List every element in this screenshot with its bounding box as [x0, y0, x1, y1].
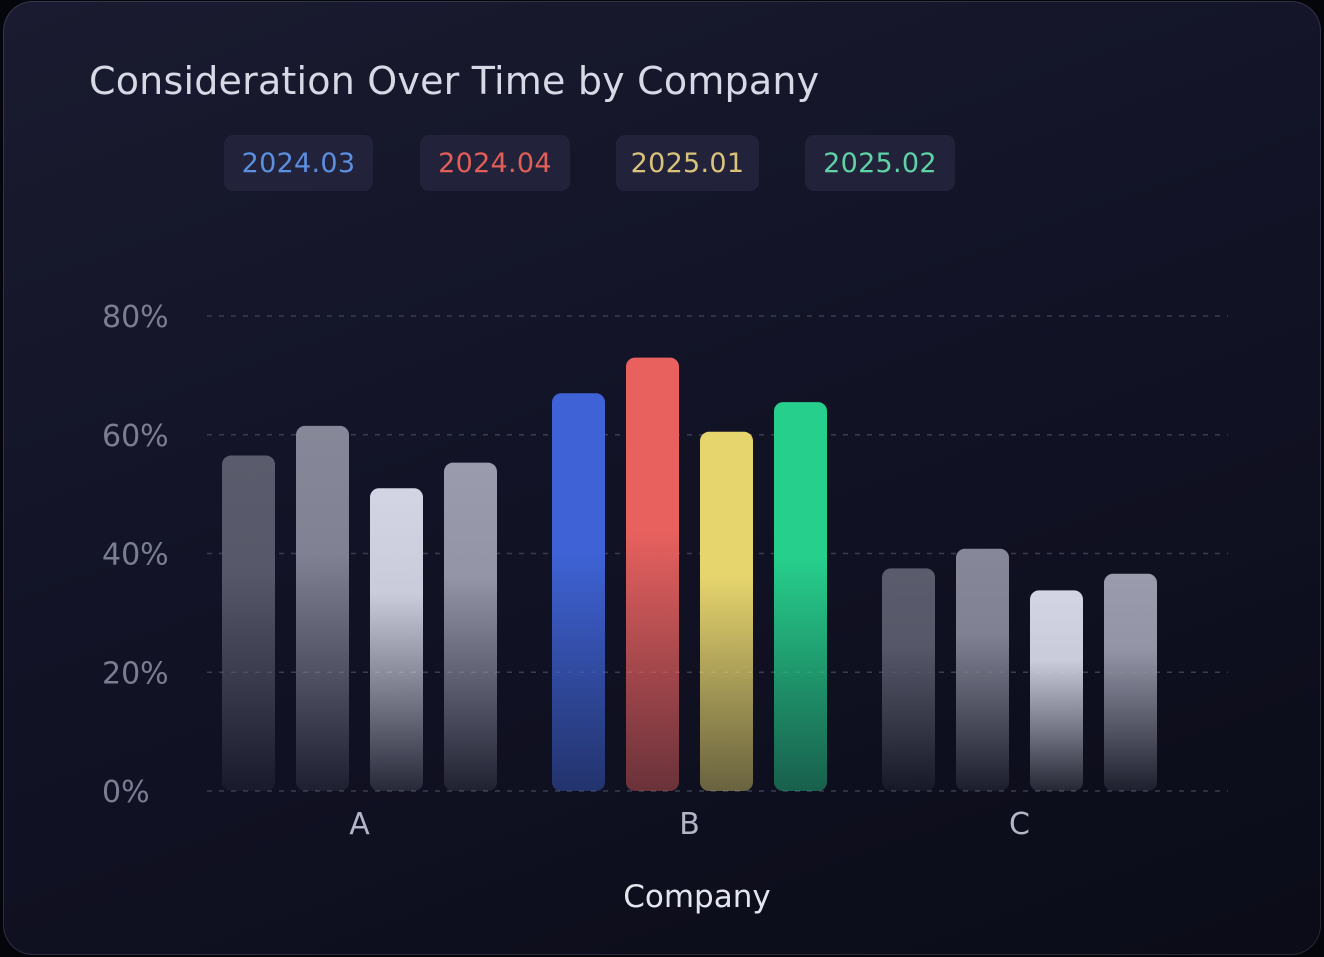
bars [222, 357, 1157, 791]
bar-c-2024-03[interactable] [882, 568, 935, 791]
legend-label-2025-01: 2025.01 [630, 147, 745, 179]
legend-label-2024-03: 2024.03 [241, 147, 356, 179]
y-axis: 0% 20% 40% 60% 80% [102, 300, 169, 810]
legend-item-2025-02[interactable]: 2025.02 [805, 135, 955, 191]
bar-c-2025-02[interactable] [1104, 573, 1157, 791]
chart-title: Consideration Over Time by Company [89, 59, 820, 103]
y-tick-label: 80% [102, 300, 169, 335]
y-tick-label: 40% [102, 538, 169, 573]
bar-b-2024-04[interactable] [626, 357, 679, 791]
legend-item-2025-01[interactable]: 2025.01 [616, 135, 759, 191]
bar-a-2024-04[interactable] [296, 425, 349, 791]
y-tick-label: 20% [102, 656, 169, 691]
bar-a-2025-01[interactable] [370, 488, 423, 791]
bar-b-2025-01[interactable] [700, 431, 753, 791]
x-tick-label: A [349, 807, 370, 842]
legend-item-2024-04[interactable]: 2024.04 [420, 135, 570, 191]
x-axis-title: Company [623, 879, 770, 915]
bar-b-2025-02[interactable] [774, 402, 827, 791]
legend-item-2024-03[interactable]: 2024.03 [224, 135, 373, 191]
bar-a-2025-02[interactable] [444, 462, 497, 791]
legend-label-2024-04: 2024.04 [438, 147, 552, 179]
bar-c-2025-01[interactable] [1030, 590, 1083, 791]
legend-label-2025-02: 2025.02 [823, 147, 937, 179]
y-tick-label: 60% [102, 419, 169, 454]
x-axis: A B C [349, 807, 1030, 842]
y-tick-label: 0% [102, 775, 150, 810]
x-tick-label: C [1009, 807, 1030, 842]
bar-c-2024-04[interactable] [956, 548, 1009, 791]
bar-b-2024-03[interactable] [552, 393, 605, 791]
x-tick-label: B [679, 807, 700, 842]
bar-a-2024-03[interactable] [222, 455, 275, 791]
